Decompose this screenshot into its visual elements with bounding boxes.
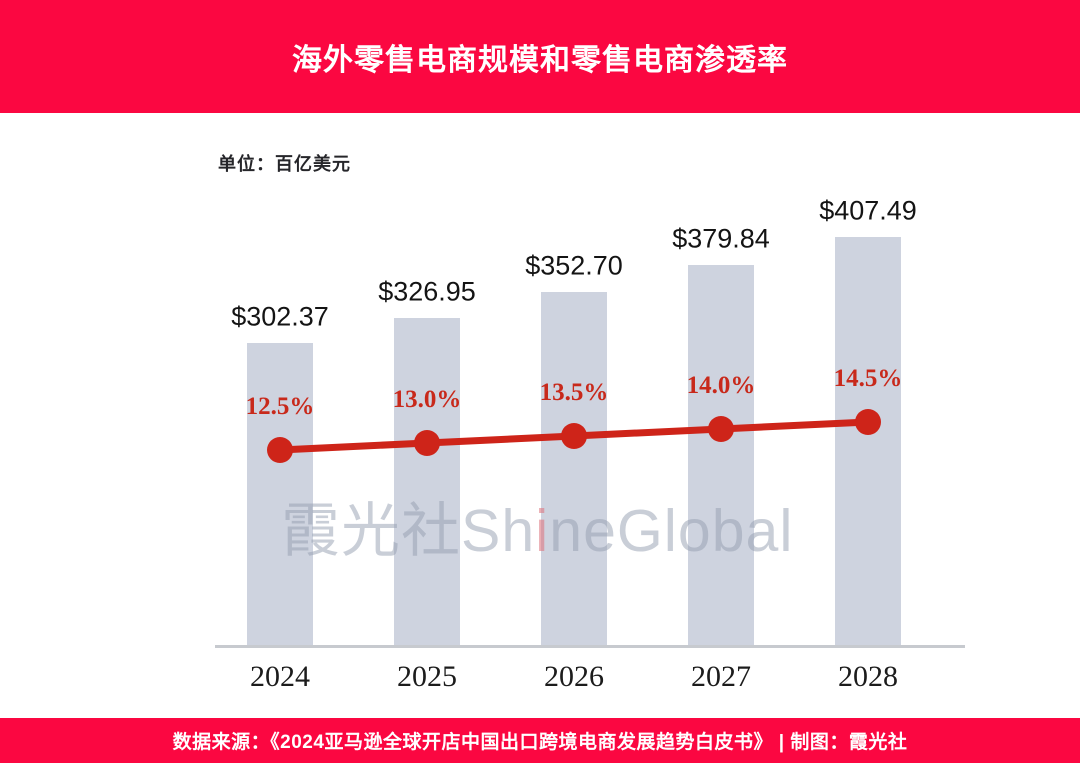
x-tick-label: 2024	[250, 660, 310, 693]
bar-2027	[688, 264, 754, 648]
pct-label: 13.5%	[539, 379, 609, 406]
bar-value-label: $379.84	[672, 223, 770, 254]
bar-value-label: $407.49	[819, 195, 917, 226]
watermark-cjk: 霞光社Sh	[281, 498, 536, 564]
x-tick-label: 2028	[838, 660, 898, 693]
x-tick-label: 2026	[544, 660, 604, 693]
pct-label: 12.5%	[245, 393, 315, 420]
x-tick-label: 2025	[397, 660, 457, 693]
x-axis-line	[215, 645, 965, 648]
bar-2025	[394, 318, 460, 648]
bar-2028	[835, 237, 901, 648]
pct-label: 14.0%	[686, 372, 756, 399]
bar-value-label: $352.70	[525, 250, 623, 281]
header-banner: 海外零售电商规模和零售电商渗透率	[0, 0, 1080, 113]
pct-label: 14.5%	[833, 365, 903, 392]
pct-label: 13.0%	[392, 386, 462, 413]
watermark: 霞光社ShineGlobal	[281, 483, 793, 568]
watermark-latin: neGlobal	[549, 498, 794, 564]
unit-label: 单位：百亿美元	[218, 154, 351, 174]
footer-banner: 数据来源：《2024亚马逊全球开店中国出口跨境电商发展趋势白皮书》 | 制图：霞…	[0, 718, 1080, 763]
bar-value-label: $302.37	[231, 301, 329, 332]
bar-value-label: $326.95	[378, 276, 476, 307]
x-tick-label: 2027	[691, 660, 751, 693]
bar-2024	[247, 343, 313, 648]
data-source-text: 数据来源：《2024亚马逊全球开店中国出口跨境电商发展趋势白皮书》 | 制图：霞…	[172, 732, 908, 753]
watermark-accent-letter: i	[535, 498, 550, 564]
page-title: 海外零售电商规模和零售电商渗透率	[292, 43, 788, 77]
bar-2026	[541, 292, 607, 648]
